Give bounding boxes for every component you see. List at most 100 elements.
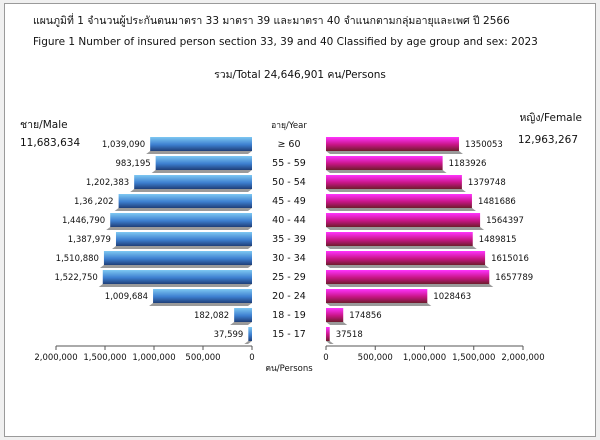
male-bar-shadow: [130, 189, 252, 192]
male-bar: [248, 327, 252, 341]
female-value-label: 1028463: [433, 292, 471, 302]
x-axis-label: คน/Persons: [265, 364, 313, 374]
age-group-label: 50 - 54: [272, 177, 306, 188]
male-bar-shadow: [114, 208, 252, 211]
female-tick-label: 2,000,000: [501, 353, 544, 363]
female-value-label: 1481686: [478, 197, 516, 207]
age-group-label: 40 - 44: [272, 215, 306, 226]
male-value-label: 983,195: [115, 159, 150, 169]
male-value-label: 1,039,090: [102, 140, 145, 150]
chart-title-en: Figure 1 Number of insured person sectio…: [33, 36, 538, 48]
female-bar: [326, 308, 344, 322]
female-bar: [326, 194, 472, 208]
bars-layer: ≥ 60 1,039,090 1350053 55 - 59 983,195 118392…: [55, 137, 533, 344]
female-value-label: 1657789: [495, 273, 533, 283]
axes-layer: 2,000,000 1,500,000 1,000,000 500,000 0 0 500,…: [34, 345, 545, 363]
male-label: ชาย/Male: [20, 119, 68, 131]
female-tick-label: 1,500,000: [452, 353, 495, 363]
male-bar: [155, 156, 252, 170]
male-value-label: 1,009,684: [105, 292, 148, 302]
male-bar: [103, 251, 252, 265]
male-bar-shadow: [151, 170, 252, 173]
male-bar-shadow: [99, 265, 252, 268]
female-bar: [326, 175, 462, 189]
female-value-label: 1379748: [468, 178, 506, 188]
female-bar-shadow: [326, 151, 463, 154]
chart-title-th: แผนภูมิที่ 1 จำนวนผู้ประกันตนมาตรา 33 มา…: [33, 13, 510, 27]
female-bar-shadow: [326, 208, 476, 211]
female-bar-shadow: [326, 303, 432, 306]
male-value-label: 1,387,979: [68, 235, 111, 245]
age-group-label: 25 - 29: [272, 272, 306, 283]
male-bar: [134, 175, 252, 189]
female-value-label: 1489815: [479, 235, 517, 245]
male-value-label: 1,510,880: [56, 254, 99, 264]
female-value-label: 37518: [336, 330, 363, 340]
age-group-label: ≥ 60: [277, 139, 300, 150]
male-bar: [150, 137, 252, 151]
age-axis-label: อายุ/Year: [271, 121, 307, 131]
male-tick-label: 2,000,000: [34, 353, 77, 363]
female-bar: [326, 137, 459, 151]
male-bar: [118, 194, 252, 208]
male-value-label: 182,082: [194, 311, 229, 321]
female-bar: [326, 327, 330, 341]
age-group-label: 35 - 39: [272, 234, 306, 245]
male-bar-shadow: [106, 227, 253, 230]
male-value-label: 1,36 ,202: [74, 197, 114, 207]
female-bar-shadow: [326, 170, 447, 173]
female-bar-shadow: [326, 265, 490, 268]
male-value-label: 37,599: [214, 330, 244, 340]
male-bar: [110, 213, 253, 227]
male-bar-shadow: [98, 284, 252, 287]
age-group-label: 45 - 49: [272, 196, 306, 207]
total-label: รวม/Total 24,646,901 คน/Persons: [214, 69, 386, 81]
female-value-label: 1350053: [465, 140, 503, 150]
female-value-label: 1183926: [449, 159, 487, 169]
male-bar-shadow: [111, 246, 252, 249]
male-bar-shadow: [244, 341, 252, 344]
male-bar-shadow: [149, 303, 252, 306]
male-value-label: 1,202,383: [86, 178, 129, 188]
male-bar-shadow: [146, 151, 252, 154]
male-bar: [153, 289, 252, 303]
female-total: 12,963,267: [518, 134, 578, 146]
female-bar-shadow: [326, 227, 485, 230]
female-tick-label: 0: [323, 353, 328, 363]
female-bar: [326, 156, 443, 170]
male-tick-label: 500,000: [185, 353, 220, 363]
male-bar: [102, 270, 252, 284]
female-bar: [326, 232, 473, 246]
female-bar: [326, 251, 486, 265]
female-value-label: 174856: [349, 311, 381, 321]
female-tick-label: 1,000,000: [403, 353, 446, 363]
chart-frame: [4, 3, 596, 437]
female-value-label: 1615016: [491, 254, 529, 264]
age-group-label: 18 - 19: [272, 310, 306, 321]
female-bar: [326, 270, 490, 284]
female-tick-label: 500,000: [358, 353, 393, 363]
male-tick-label: 0: [249, 353, 254, 363]
male-value-label: 1,522,750: [55, 273, 98, 283]
female-bar: [326, 289, 428, 303]
male-total: 11,683,634: [20, 137, 80, 149]
male-value-label: 1,446,790: [62, 216, 105, 226]
female-value-label: 1564397: [486, 216, 524, 226]
age-group-label: 30 - 34: [272, 253, 306, 264]
male-tick-label: 1,500,000: [83, 353, 126, 363]
female-bar-shadow: [326, 284, 494, 287]
male-bar: [115, 232, 252, 246]
female-bar: [326, 213, 481, 227]
male-tick-label: 1,000,000: [132, 353, 175, 363]
female-bar-shadow: [326, 341, 334, 344]
age-group-label: 15 - 17: [272, 329, 306, 340]
female-bar-shadow: [326, 246, 477, 249]
age-group-label: 55 - 59: [272, 158, 306, 169]
male-bar-shadow: [230, 322, 252, 325]
age-group-label: 20 - 24: [272, 291, 306, 302]
male-bar: [234, 308, 252, 322]
female-label: หญิง/Female: [520, 112, 583, 124]
female-bar-shadow: [326, 189, 466, 192]
female-bar-shadow: [326, 322, 348, 325]
